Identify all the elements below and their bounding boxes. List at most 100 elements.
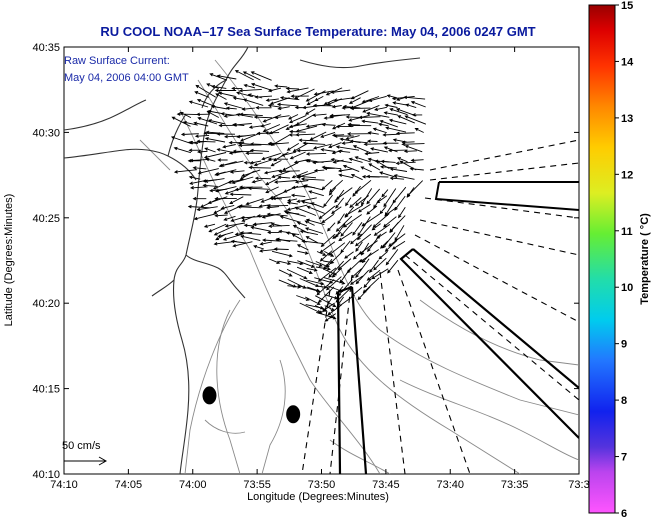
current-vector (194, 134, 210, 138)
current-vector (277, 106, 290, 111)
current-vector (204, 147, 216, 153)
current-vector (328, 142, 342, 149)
current-vector (236, 134, 255, 139)
current-vector (210, 104, 228, 110)
current-vector (266, 204, 289, 208)
current-vector (223, 102, 244, 109)
current-vector (216, 148, 236, 154)
colorbar-tick-label: 6 (621, 508, 627, 519)
x-tick-label: 73:55 (243, 479, 271, 491)
current-vector (266, 212, 288, 217)
current-vector (333, 134, 354, 138)
current-vector (286, 268, 308, 280)
current-vector (237, 141, 254, 146)
current-vector (383, 216, 397, 228)
current-vector (203, 152, 227, 159)
current-vector (215, 186, 237, 193)
current-vector (313, 143, 333, 150)
current-vector (220, 160, 244, 167)
current-vector (348, 157, 363, 163)
colorbar-tick-label: 12 (621, 169, 633, 181)
current-vector (323, 277, 346, 285)
current-vector (204, 136, 226, 143)
current-vector (307, 286, 321, 292)
colorbar-tick-label: 14 (621, 56, 634, 68)
current-vector (323, 99, 335, 105)
current-vector (205, 130, 225, 135)
current-vector (403, 149, 417, 154)
current-vector (299, 229, 318, 236)
current-vector (297, 260, 315, 268)
current-vector (188, 175, 201, 180)
colorbar-label: Temperature ( °C) (639, 213, 651, 305)
current-vector (332, 159, 344, 164)
current-vector (404, 115, 427, 125)
current-vector (324, 313, 336, 322)
current-vector (239, 132, 261, 142)
current-vector (305, 236, 319, 244)
current-vector (296, 221, 307, 227)
current-vector (367, 131, 379, 135)
current-vector (379, 240, 389, 249)
current-vector (278, 269, 293, 277)
current-vector (273, 247, 289, 251)
current-vector (342, 164, 360, 173)
current-vector (357, 204, 371, 213)
x-tick-label: 74:10 (50, 479, 78, 491)
current-vector (368, 163, 381, 171)
current-vector (310, 202, 324, 209)
current-vector (379, 171, 398, 179)
current-vector (369, 259, 379, 274)
current-vector (223, 215, 236, 221)
y-tick-label: 40:25 (32, 213, 60, 225)
current-vector (250, 225, 271, 232)
current-vector (288, 114, 299, 120)
current-vector (253, 244, 265, 250)
current-vector (296, 197, 317, 203)
current-vector (327, 222, 336, 232)
current-vector (234, 70, 254, 81)
current-vector (404, 144, 423, 153)
current-vector (214, 196, 237, 201)
current-vector (265, 98, 279, 102)
current-vector (271, 170, 290, 179)
current-vector (289, 114, 307, 124)
map-title: RU COOL NOAA–17 Sea Surface Temperature:… (100, 24, 535, 39)
current-vector (306, 267, 318, 272)
current-vector (355, 195, 370, 206)
current-vector (232, 241, 253, 248)
current-vector (409, 167, 424, 171)
current-vector (218, 91, 236, 97)
current-vector (389, 107, 408, 116)
current-vector (331, 267, 343, 278)
current-vector (220, 204, 235, 210)
current-vector (258, 204, 271, 208)
current-vector (354, 233, 372, 247)
y-axis-label: Latitude (Degrees:Minutes) (3, 194, 15, 327)
current-vector (350, 90, 369, 100)
current-vector (196, 98, 218, 108)
current-vector (269, 97, 290, 105)
current-vector (324, 294, 339, 300)
current-vector (291, 171, 308, 179)
current-vector (268, 124, 289, 135)
current-vector (312, 113, 327, 117)
current-vector (387, 259, 399, 274)
current-vector (267, 230, 280, 235)
current-vector (216, 132, 236, 136)
colorbar-gradient (588, 4, 616, 514)
current-vector (337, 279, 353, 297)
current-vector (373, 224, 391, 236)
current-vector (388, 118, 407, 125)
current-vector (306, 279, 325, 286)
current-vector (170, 136, 192, 145)
current-vector (278, 260, 292, 266)
current-vector (265, 177, 280, 186)
current-vector (379, 119, 398, 128)
current-vector (297, 250, 309, 255)
x-tick-label: 73:35 (501, 479, 529, 491)
current-vector (205, 157, 216, 162)
current-vector (176, 112, 200, 116)
current-vector (342, 104, 361, 109)
current-vector (394, 225, 405, 242)
